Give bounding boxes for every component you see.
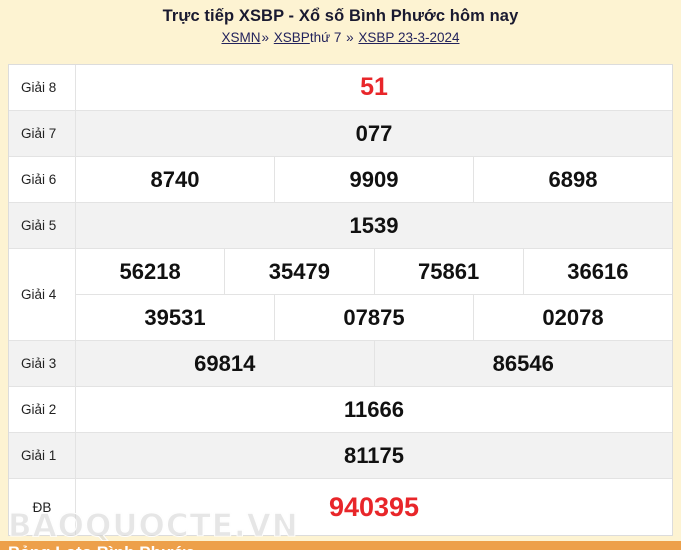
page-title: Trực tiếp XSBP - Xổ số Bình Phước hôm na… — [162, 7, 519, 25]
prize-number: 39531 — [76, 295, 275, 340]
prize-values: 69814 86546 — [76, 341, 672, 386]
prize-number: 11666 — [344, 396, 404, 422]
breadcrumb-link-province[interactable]: XSBP — [273, 30, 310, 45]
breadcrumb-separator-1: » — [261, 30, 270, 45]
prize-number: 940395 — [328, 491, 420, 522]
prize-values: 077 — [76, 111, 672, 156]
prize-number: 56218 — [76, 249, 226, 294]
breadcrumb-separator-2: » — [346, 30, 354, 45]
breadcrumb: XSMN» XSBPthứ 7 » XSBP 23-3-2024 — [0, 29, 681, 47]
prize-number: 02078 — [542, 304, 604, 330]
prize-number: 1539 — [349, 212, 399, 238]
table-row: Giải 4 56218 35479 75861 36616 39531 078… — [9, 249, 672, 341]
table-row: Giải 6 8740 9909 6898 — [9, 157, 672, 203]
prize-values: 81175 — [76, 433, 672, 478]
prize-values-line-1: 56218 35479 75861 36616 — [76, 249, 672, 295]
breadcrumb-weekday: thứ 7 — [309, 30, 342, 45]
prize-number: 81175 — [344, 442, 404, 468]
prize-label: ĐB — [9, 479, 76, 535]
table-row: Giải 5 1539 — [9, 203, 672, 249]
prize-number: 51 — [360, 73, 388, 101]
prize-number: 077 — [355, 120, 393, 146]
prize-values: 940395 — [76, 479, 672, 535]
prize-values: 56218 35479 75861 36616 39531 07875 0207… — [76, 249, 672, 340]
prize-number: 69814 — [76, 341, 375, 386]
prize-label: Giải 2 — [9, 387, 76, 432]
lottery-results-table: Giải 8 51 Giải 7 077 Giải 6 8740 9909 68… — [8, 64, 673, 536]
prize-values: 51 — [76, 65, 672, 110]
prize-values: 8740 9909 6898 — [76, 157, 672, 202]
prize-label: Giải 4 — [9, 249, 76, 340]
table-row: ĐB 940395 — [9, 479, 672, 535]
prize-number: 8740 — [76, 157, 275, 202]
prize-number: 35479 — [225, 249, 375, 294]
prize-label: Giải 1 — [9, 433, 76, 478]
prize-number: 36616 — [567, 258, 629, 284]
breadcrumb-link-date[interactable]: XSBP 23-3-2024 — [358, 30, 460, 45]
prize-label: Giải 6 — [9, 157, 76, 202]
table-row: Giải 7 077 — [9, 111, 672, 157]
table-row: Giải 2 11666 — [9, 387, 672, 433]
page-header: Trực tiếp XSBP - Xổ số Bình Phước hôm na… — [0, 0, 681, 47]
prize-values: 11666 — [76, 387, 672, 432]
prize-label: Giải 5 — [9, 203, 76, 248]
table-row: Giải 1 81175 — [9, 433, 672, 479]
table-row: Giải 3 69814 86546 — [9, 341, 672, 387]
bottom-section-title: Bảng Loto Bình Phước — [8, 544, 195, 550]
prize-number: 07875 — [275, 295, 474, 340]
bottom-section-bar: Bảng Loto Bình Phước — [0, 541, 681, 550]
prize-number: 6898 — [548, 166, 598, 192]
prize-number: 9909 — [275, 157, 474, 202]
prize-values: 1539 — [76, 203, 672, 248]
prize-number: 86546 — [492, 350, 554, 376]
table-row: Giải 8 51 — [9, 65, 672, 111]
prize-number: 75861 — [375, 249, 524, 294]
prize-label: Giải 8 — [9, 65, 76, 110]
prize-label: Giải 7 — [9, 111, 76, 156]
breadcrumb-link-region[interactable]: XSMN — [221, 30, 261, 45]
prize-label: Giải 3 — [9, 341, 76, 386]
prize-values-line-2: 39531 07875 02078 — [76, 295, 672, 340]
